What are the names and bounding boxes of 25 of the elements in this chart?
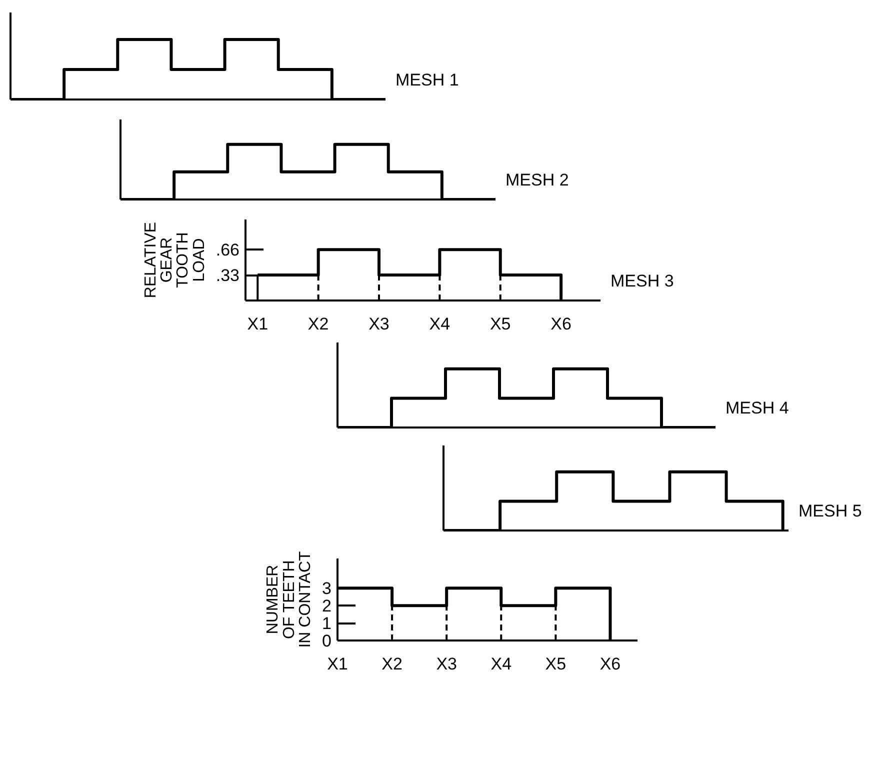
x-tick-label: X4 [490, 654, 512, 674]
y-axis-title: RELATIVE GEAR TOOTH LOAD [142, 222, 208, 298]
y-tick-label: .66 [216, 240, 240, 260]
series-label: MESH 5 [798, 502, 862, 520]
x-tick-label: X5 [545, 654, 566, 674]
y-tick-label: 3 [322, 579, 332, 598]
x-tick-label: X1 [247, 314, 268, 334]
text: MESH 3 [610, 272, 674, 290]
y-tick-label: 0 [322, 632, 332, 650]
series-label: MESH 2 [506, 170, 569, 190]
y-tick-label: 2 [322, 596, 332, 616]
x-tick-label: X5 [490, 314, 511, 334]
x-tick-label: X3 [436, 654, 457, 674]
y-tick-label: .33 [216, 266, 240, 286]
y-tick-label: 1 [322, 614, 332, 634]
x-tick-label: X2 [308, 314, 329, 334]
series-label: MESH 1 [396, 70, 459, 90]
x-tick-label: X2 [382, 654, 402, 674]
x-tick-label: X1 [327, 654, 348, 674]
x-tick-label: X6 [550, 314, 572, 334]
x-tick-label: X3 [368, 314, 390, 334]
series-label: MESH 4 [726, 398, 789, 418]
y-axis-title: NUMBER OF TEETH IN CONTACT [264, 550, 314, 648]
x-tick-label: X6 [600, 654, 621, 674]
x-tick-label: X4 [429, 314, 450, 334]
